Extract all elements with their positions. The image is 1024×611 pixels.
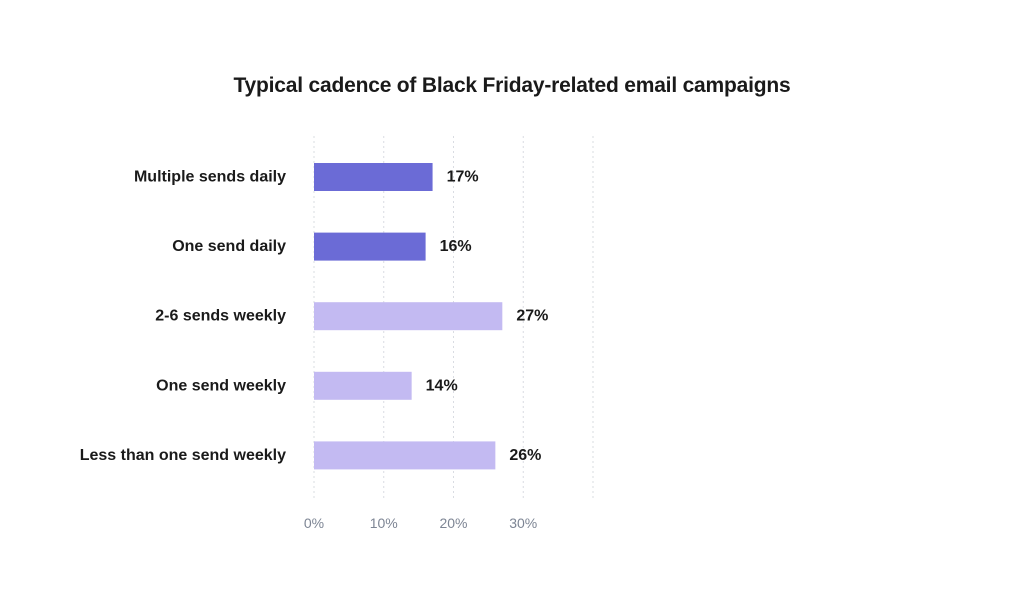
value-label: 16% <box>440 238 472 255</box>
value-label: 14% <box>426 377 458 394</box>
value-label: 27% <box>516 308 548 325</box>
x-tick-label: 0% <box>304 515 324 531</box>
value-label: 26% <box>509 447 541 464</box>
category-label: 2-6 sends weekly <box>155 308 286 325</box>
x-tick-label: 20% <box>439 515 467 531</box>
x-tick-label: 10% <box>370 515 398 531</box>
category-label: Multiple sends daily <box>134 169 286 186</box>
bar <box>314 302 503 331</box>
bar <box>314 232 426 261</box>
bar <box>314 163 433 191</box>
x-tick-label: 30% <box>509 515 537 531</box>
category-label: One send daily <box>172 238 286 255</box>
bar <box>314 441 496 470</box>
chart-title: Typical cadence of Black Friday-related … <box>233 74 791 97</box>
category-label: One send weekly <box>156 377 286 394</box>
value-label: 17% <box>447 169 479 186</box>
bar <box>314 371 412 400</box>
category-label: Less than one send weekly <box>80 447 286 464</box>
